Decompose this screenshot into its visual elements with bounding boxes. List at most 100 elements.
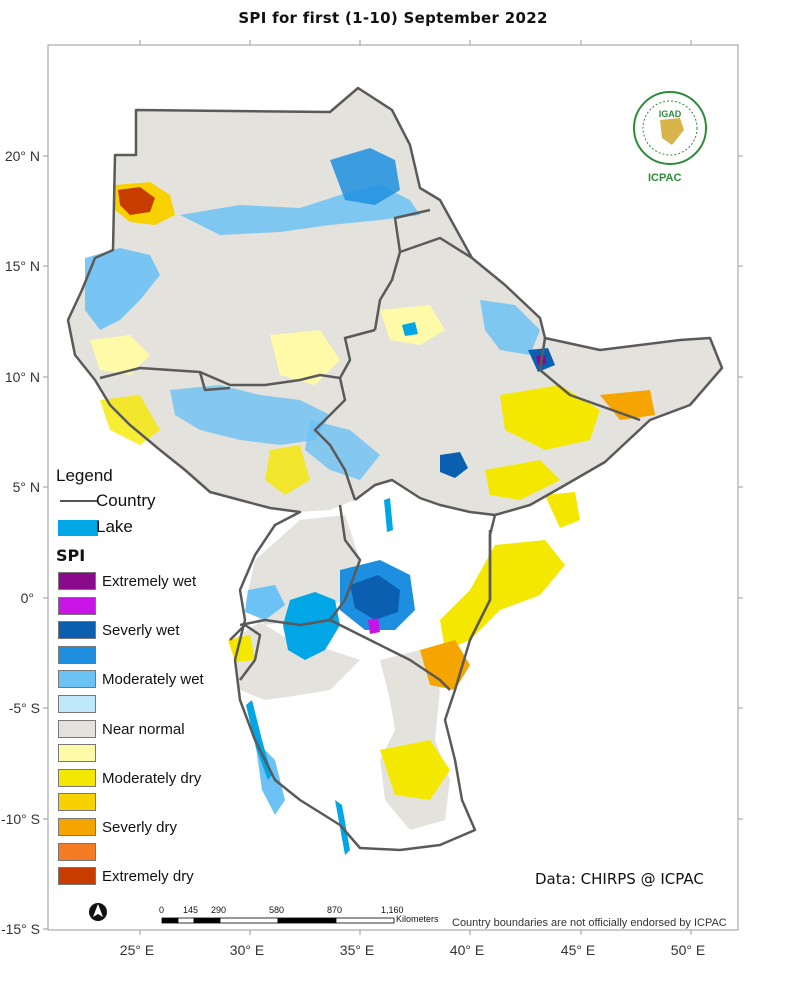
spi-swatch [58,596,96,615]
patch-wet-northeast [330,148,400,205]
spi-class-label: Near normal [102,720,185,738]
lat-ticks [43,155,743,930]
spi-class-label: Moderately dry [102,769,202,787]
scale-label: 0 [159,905,165,915]
legend-title: Legend [56,466,113,485]
spi-class-row [56,741,256,766]
lat-label-15s: -15° S [1,921,40,937]
border-kenya-tanzania [328,599,451,691]
spi-class-row: Near normal [56,717,256,742]
patch-wet-ss-east [305,420,380,480]
lon-label-35e: 35° E [340,942,374,958]
country-boundaries [66,86,724,852]
spi-swatch [58,645,96,664]
scale-label: 290 [211,905,227,915]
border-ethiopia-kenya [354,478,496,517]
legend-lake-label: Lake [96,517,133,536]
spi-class-row [56,790,256,815]
lake-turkana [384,498,393,532]
patch-extremely-wet-kenya [368,618,380,634]
boundary-disclaimer: Country boundaries are not officially en… [452,917,727,929]
map-title: SPI for first (1-10) September 2022 [238,9,548,27]
lon-label-50e: 50° E [671,942,705,958]
patch-wet-west [85,248,160,330]
spi-swatch [58,744,96,763]
lon-label-40e: 40° E [450,942,484,958]
scale-label: 580 [269,905,285,915]
lon-label-45e: 45° E [561,942,595,958]
patch-dry-somalia-north [600,390,655,420]
border-kenya-somalia [468,530,492,641]
patch-dry-ss-west [100,395,160,445]
spi-class-row [56,643,256,668]
patch-dry-somalia-south [440,540,565,650]
spi-class-row [56,594,256,619]
lat-label-5s: -5° S [9,700,40,716]
lon-ticks [139,40,692,935]
spi-swatch [58,768,96,787]
spi-class-row: Extremely dry [56,864,256,889]
spi-class-label: Extremely dry [102,868,194,886]
outer-boundary [66,86,724,852]
border-eritrea [393,208,431,253]
lat-label-5n: 5° N [13,479,40,495]
legend: Legend Country Lake SPI Extremely wet Se… [56,466,256,889]
spi-swatch [58,793,96,812]
spi-class-row: Extremely wet [56,569,256,594]
spi-title: SPI [56,546,86,565]
lon-label-25e: 25° E [120,942,154,958]
spi-class-label: Moderately wet [102,671,204,689]
spi-swatch [58,670,96,689]
patch-wet-ethiopia [480,300,540,355]
spi-layer [68,88,722,855]
spi-class-row: Moderately wet [56,667,256,692]
border-darfur [198,371,231,392]
patch-dry-ss-south [265,445,310,495]
spi-swatch [58,817,96,836]
spi-swatch [58,572,96,590]
icpac-logo: IGAD [633,91,707,165]
spi-class-row: Severly wet [56,618,256,643]
patch-severly-wet-ethiopia [440,452,468,478]
border-uganda-rwanda [239,618,331,627]
legend-lake-row: Lake [56,514,256,540]
scale-label: 145 [183,905,199,915]
spi-class-row [56,692,256,717]
legend-country-label: Country [96,491,156,510]
lon-label-30e: 30° E [230,942,264,958]
country-line-swatch [60,500,98,502]
lat-label-10n: 10° N [5,369,40,385]
lat-label-0: 0° [21,590,34,606]
patch-severly-wet-kenya [350,575,400,620]
lake-victoria [283,592,340,660]
lat-label-10s: -10° S [1,811,40,827]
lat-label-20n: 20° N [5,148,40,164]
patch-wet-drc-east [245,585,285,620]
patch-dry-sudan-west [90,335,150,375]
spi-class-label: Severly wet [102,622,180,640]
border-rwanda-burundi [229,623,262,681]
north-arrow-icon [89,903,107,921]
spi-swatch [58,842,96,861]
patch-extreme-dry-chad-border [118,187,155,215]
lat-label-15n: 15° N [5,258,40,274]
spi-swatch [58,719,96,738]
patch-dry-sudan-center [270,330,340,385]
data-credit: Data: CHIRPS @ ICPAC [535,870,704,888]
spi-class-row: Moderately dry [56,766,256,791]
spi-class-list: Extremely wet Severly wet Moderately wet… [56,569,256,889]
region-rwanda-grey [232,622,360,700]
border-southsudan-ethiopia [313,377,357,501]
patch-dry-tanzania [380,740,450,800]
spi-class-row: Severly dry [56,815,256,840]
spi-class-label: Extremely wet [102,573,197,590]
border-sudan-ethiopia [373,236,473,331]
spi-swatch [58,867,96,886]
logo-igad-text: IGAD [659,109,682,119]
patch-dry-ethiopia-east [500,385,600,450]
scale-label: 870 [327,905,343,915]
spi-class-label: Severly dry [102,818,178,836]
scale-unit: Kilometers [396,914,439,924]
patch-dry-rwanda [228,635,255,662]
